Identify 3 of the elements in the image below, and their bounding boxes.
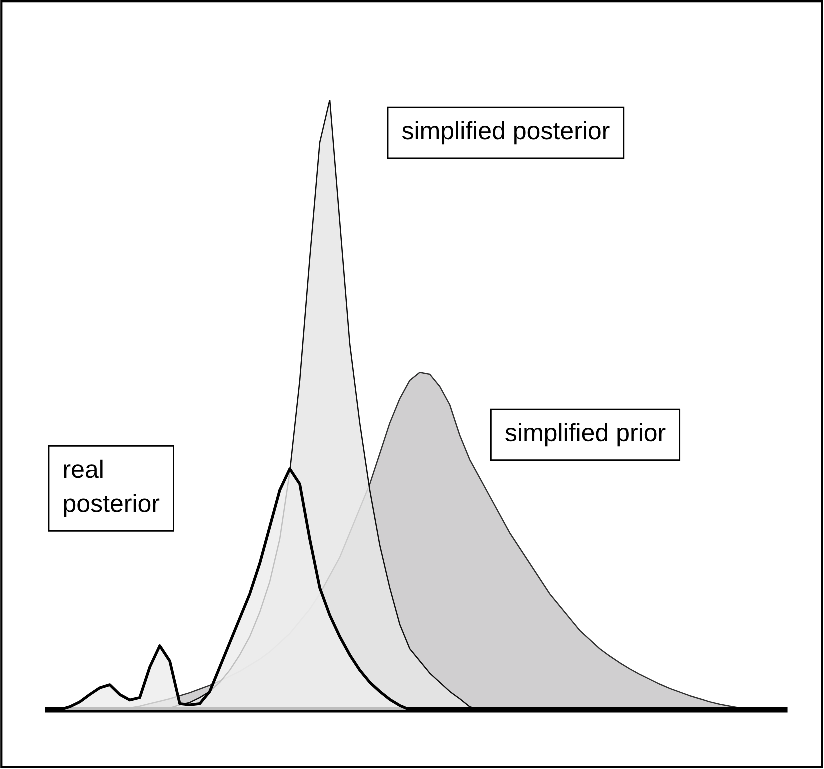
text: simplified posterior xyxy=(402,121,610,145)
series-label: simplified prior xyxy=(506,423,666,447)
text: real posterior xyxy=(64,460,160,518)
